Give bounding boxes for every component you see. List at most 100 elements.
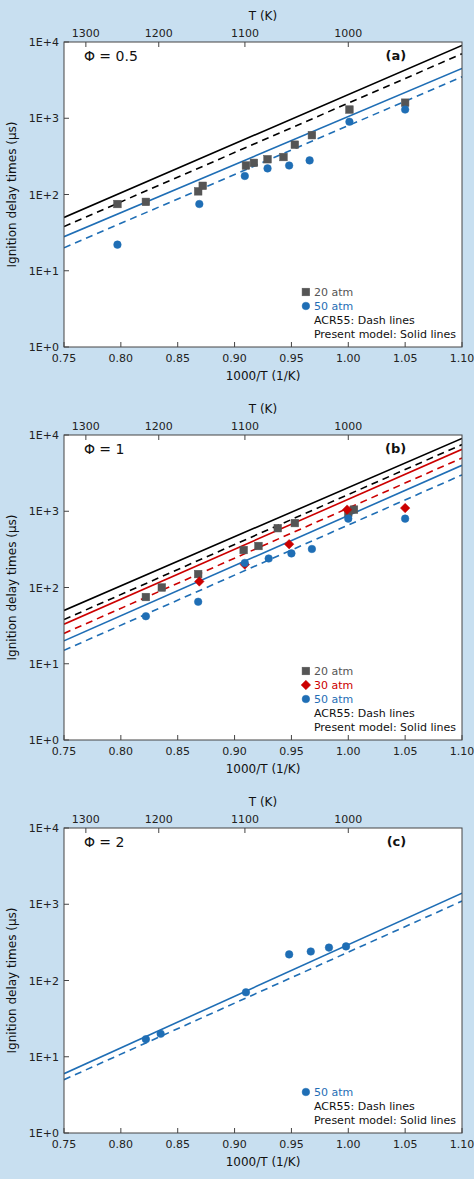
y-tick-label: 1E+2 [29, 189, 59, 202]
legend-marker [302, 1088, 310, 1096]
x-tick [291, 342, 292, 347]
data-point [291, 141, 299, 149]
annotation: Φ = 0.5 [84, 48, 138, 64]
x2-axis-label: T (K) [248, 9, 277, 23]
legend-label: 30 atm [314, 679, 353, 692]
data-point [241, 172, 249, 180]
x-tick-label: 1.00 [336, 745, 361, 758]
y-tick-label: 1E+4 [29, 429, 59, 442]
data-point [274, 524, 282, 532]
y-tick [64, 270, 69, 271]
data-point [285, 162, 293, 170]
y-tick-label: 1E+1 [29, 658, 59, 671]
x-axis-label: 1000/T (1/K) [226, 762, 301, 776]
legend-note: ACR55: Dash lines [314, 314, 415, 327]
x-tick-label: 0.75 [52, 745, 77, 758]
legend-marker [302, 695, 310, 703]
x2-tick-label: 1300 [72, 27, 100, 40]
data-point [288, 550, 296, 558]
data-point [240, 560, 250, 570]
data-point [142, 198, 150, 206]
data-point [280, 153, 288, 161]
points [142, 943, 350, 1043]
y-axis-label: Ignition delay times (μs) [5, 908, 19, 1054]
x-tick [120, 342, 121, 347]
x-tick [291, 1128, 292, 1133]
x-tick [64, 342, 65, 347]
x2-axis-label: T (K) [248, 795, 277, 809]
data-point [265, 555, 273, 563]
data-point [114, 241, 122, 249]
legend: 20 atm50 atmACR55: Dash linesPresent mod… [302, 286, 456, 341]
x2-tick [85, 435, 86, 440]
x2-tick-label: 1300 [72, 420, 100, 433]
x-tick-label: 1.00 [336, 1138, 361, 1151]
x2-tick [348, 42, 349, 47]
axis-frame [64, 828, 462, 1133]
x-tick-label: 1.10 [450, 352, 474, 365]
x-tick [348, 735, 349, 740]
plot-area [64, 828, 462, 1133]
y-tick [64, 42, 69, 43]
x2-tick [158, 828, 159, 833]
data-point [196, 200, 204, 208]
data-layer [64, 45, 462, 248]
y-tick-label: 1E+2 [29, 975, 59, 988]
points [142, 503, 410, 620]
x2-tick [348, 435, 349, 440]
x2-tick [348, 828, 349, 833]
data-point [255, 542, 263, 550]
x2-tick-label: 1100 [231, 27, 259, 40]
panel-label: (a) [386, 48, 407, 63]
x2-tick-label: 1200 [145, 420, 173, 433]
data-point [400, 503, 410, 513]
data-point [195, 577, 205, 587]
x-tick-label: 0.90 [222, 745, 247, 758]
x2-tick [158, 435, 159, 440]
data-point [199, 182, 207, 190]
x-tick [120, 735, 121, 740]
x-tick [234, 1128, 235, 1133]
model-line [64, 465, 462, 640]
legend: 20 atm30 atm50 atmACR55: Dash linesPrese… [301, 665, 456, 734]
y-tick-label: 1E+3 [29, 898, 59, 911]
legend-note: ACR55: Dash lines [314, 1100, 415, 1113]
data-point [346, 118, 354, 126]
model-line [64, 901, 462, 1080]
x2-tick-label: 1300 [72, 813, 100, 826]
x2-tick-label: 1000 [334, 27, 362, 40]
y-tick [64, 980, 69, 981]
data-point [142, 593, 150, 601]
data-point [307, 948, 315, 956]
lines [64, 438, 462, 650]
model-line [64, 893, 462, 1074]
x-tick [405, 342, 406, 347]
x-tick-label: 0.85 [165, 745, 190, 758]
data-point [401, 99, 409, 107]
y-tick [64, 1056, 69, 1057]
legend-note: ACR55: Dash lines [314, 707, 415, 720]
x2-tick [85, 828, 86, 833]
y-tick-label: 1E+4 [29, 36, 59, 49]
x-tick-label: 0.75 [52, 1138, 77, 1151]
x-tick-label: 1.10 [450, 745, 474, 758]
axis-frame [64, 435, 462, 740]
data-point [158, 584, 166, 592]
data-point [194, 598, 202, 606]
legend-note: Present model: Solid lines [314, 1114, 456, 1127]
y-tick [64, 663, 69, 664]
x-tick [177, 1128, 178, 1133]
x2-tick [244, 828, 245, 833]
x-tick [234, 735, 235, 740]
panel: 1E+01E+11E+21E+31E+40.750.800.850.900.95… [5, 402, 474, 776]
panel-label: (b) [385, 441, 406, 456]
legend: 50 atmACR55: Dash linesPresent model: So… [302, 1086, 456, 1127]
annotation: Φ = 1 [84, 441, 125, 457]
x2-tick [244, 435, 245, 440]
x-tick [120, 1128, 121, 1133]
x-tick-label: 0.85 [165, 352, 190, 365]
panel-label: (c) [387, 834, 407, 849]
x-tick [405, 1128, 406, 1133]
legend-marker [302, 302, 310, 310]
x-tick-label: 0.95 [279, 1138, 304, 1151]
